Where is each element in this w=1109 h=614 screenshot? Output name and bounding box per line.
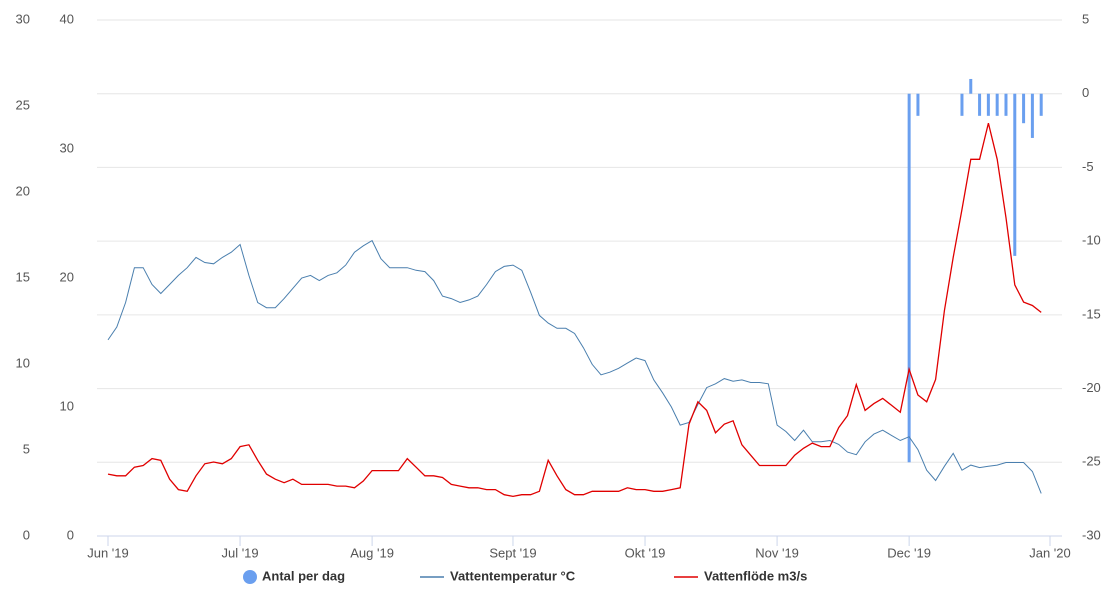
legend-label: Vattenflöde m3/s [704,568,807,583]
bar [960,93,964,116]
bar [986,93,990,116]
legend-marker [243,570,257,584]
x-tick-label: Jun '19 [87,545,129,560]
y3-tick-label: 15 [16,269,30,284]
x-tick-label: Aug '19 [350,545,394,560]
y2-tick-label: -5 [1082,159,1094,174]
y2-tick-label: -15 [1082,306,1101,321]
bar [1004,93,1008,116]
y3-tick-label: 20 [16,183,30,198]
x-tick-label: Nov '19 [755,545,799,560]
bar [978,93,982,116]
bar [1039,93,1043,116]
bar [907,93,911,463]
y3-tick-label: 25 [16,97,30,112]
y2-tick-label: 5 [1082,11,1089,26]
y-tick-label: 30 [60,140,74,155]
y2-tick-label: -30 [1082,527,1101,542]
x-tick-label: Jan '20 [1029,545,1071,560]
legend-label: Antal per dag [262,568,345,583]
y3-tick-label: 0 [23,527,30,542]
x-tick-label: Sept '19 [489,545,536,560]
y3-tick-label: 10 [16,355,30,370]
legend: Antal per dag Vattentemperatur °C Vattenfl… [243,568,807,584]
y2-tick-label: -10 [1082,233,1101,248]
bar [1030,93,1034,138]
bar [1013,93,1017,256]
y-tick-label: 10 [60,398,74,413]
x-tick-label: Jul '19 [221,545,258,560]
line [107,123,1042,498]
bar [995,93,999,116]
bar [969,78,973,94]
line [107,239,1042,494]
bar [916,93,920,116]
legend-label: Vattentemperatur °C [450,568,576,583]
y-tick-label: 0 [67,527,74,542]
y-tick-label: 20 [60,269,74,284]
y2-tick-label: -20 [1082,380,1101,395]
x-tick-label: Okt '19 [625,545,666,560]
x-tick-label: Dec '19 [887,545,931,560]
y2-tick-label: -25 [1082,454,1101,469]
y-tick-label: 40 [60,11,74,26]
y3-tick-label: 30 [16,11,30,26]
y3-tick-label: 5 [23,441,30,456]
y2-tick-label: 0 [1082,85,1089,100]
bar [1022,93,1026,124]
